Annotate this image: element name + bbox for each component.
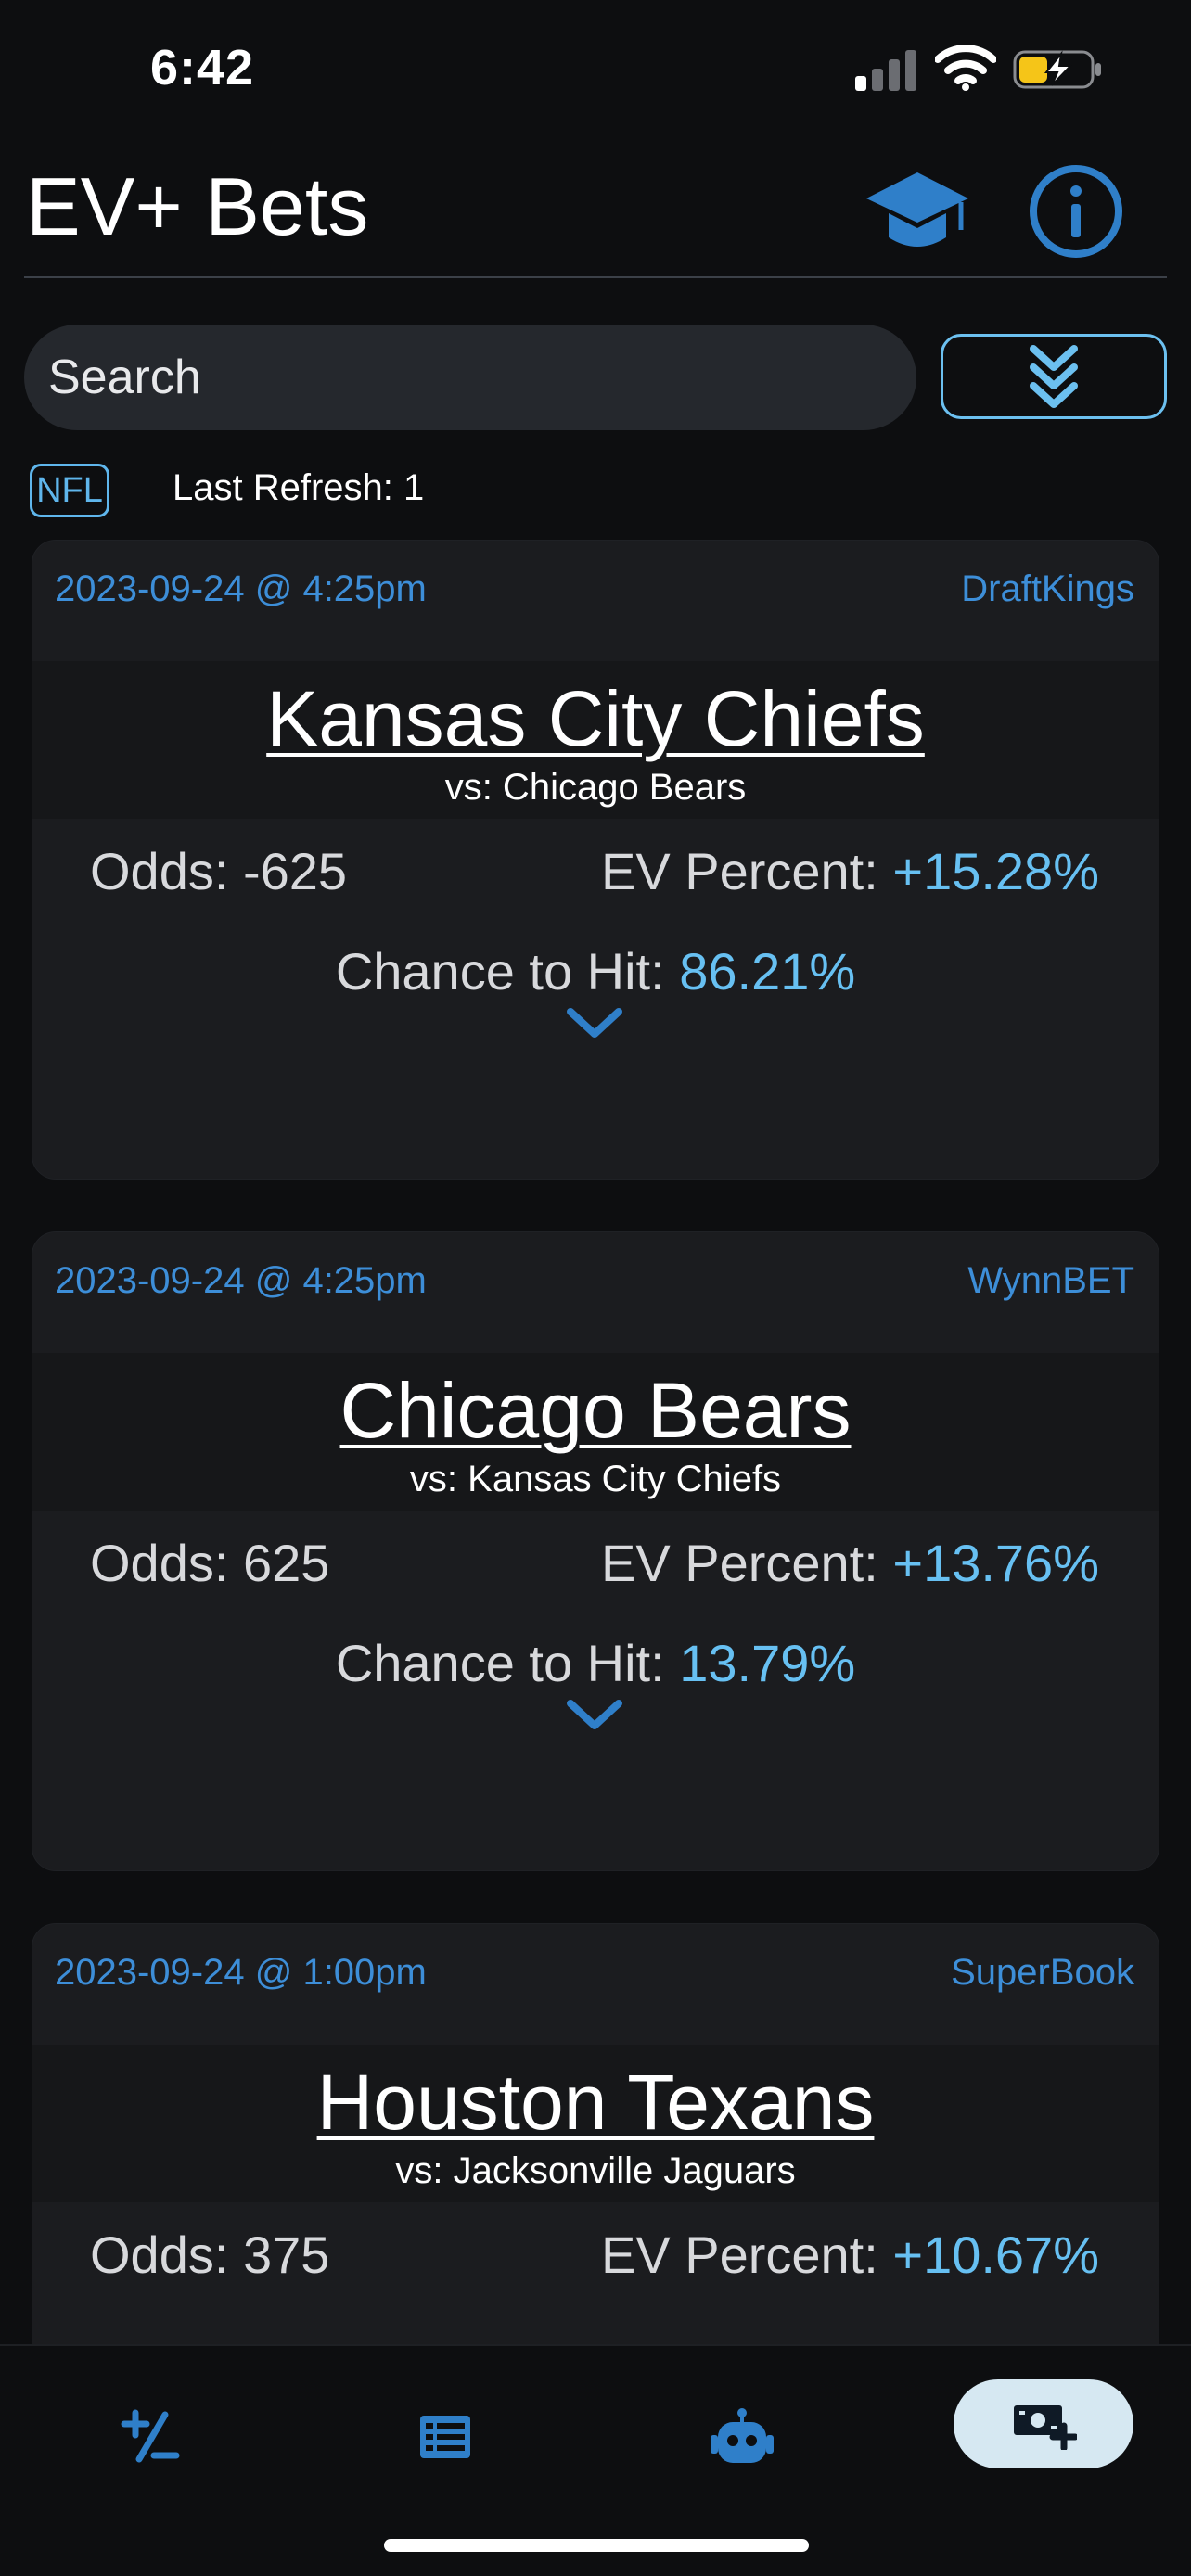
sportsbook-name: WynnBET <box>967 1260 1134 1301</box>
status-time: 6:42 <box>150 40 255 96</box>
ev-value: +13.76% <box>892 1534 1099 1592</box>
tab-robot[interactable] <box>701 2391 783 2483</box>
team-name-link[interactable]: Kansas City Chiefs <box>266 675 925 762</box>
home-indicator <box>384 2539 809 2552</box>
opponent-label: vs: Chicago Bears <box>444 767 747 808</box>
odds-value: Odds: -625 <box>90 842 348 900</box>
header-divider <box>24 276 1167 278</box>
opponent-label: vs: Kansas City Chiefs <box>409 1459 782 1499</box>
sportsbook-name: SuperBook <box>951 1952 1134 1993</box>
ev-value: +10.67% <box>892 2225 1099 2284</box>
chevron-triple-down-icon <box>1030 345 1078 408</box>
chance-to-hit: Chance to Hit: 13.79% <box>32 1633 1159 1693</box>
ev-percent: EV Percent: +15.28% <box>601 841 1099 901</box>
chance-label: Chance to Hit: <box>335 1634 680 1692</box>
plus-minus-icon <box>121 2409 180 2463</box>
expand-all-button[interactable] <box>941 334 1167 419</box>
page-title: EV+ Bets <box>26 160 369 252</box>
chance-to-hit: Chance to Hit: 86.21% <box>32 941 1159 1001</box>
chance-value: 13.79% <box>679 1634 856 1692</box>
last-refresh-label: Last Refresh: 1 <box>173 467 425 508</box>
tab-ev-calculator[interactable] <box>111 2391 189 2483</box>
graduation-cap-icon[interactable] <box>863 165 972 258</box>
cellular-signal-icon <box>855 46 920 91</box>
chevron-down-icon[interactable] <box>565 1004 624 1041</box>
sportsbook-name: DraftKings <box>961 568 1134 609</box>
bet-date: 2023-09-24 @ 4:25pm <box>55 1260 427 1301</box>
search-field[interactable] <box>24 325 916 430</box>
search-input[interactable] <box>24 325 916 430</box>
info-circle-icon[interactable] <box>1028 163 1124 260</box>
chance-label: Chance to Hit: <box>335 942 680 1001</box>
chance-value: 86.21% <box>679 942 856 1001</box>
team-name-link[interactable]: Houston Texans <box>316 2059 875 2146</box>
ev-label: EV Percent: <box>600 842 893 900</box>
money-plus-icon <box>1014 2405 1077 2450</box>
ev-percent: EV Percent: +13.76% <box>601 1533 1099 1593</box>
battery-charging-icon <box>1013 50 1101 89</box>
wifi-icon <box>935 45 996 91</box>
tab-ev-bets[interactable] <box>954 2379 1133 2468</box>
robot-icon <box>711 2408 774 2463</box>
team-name-link[interactable]: Chicago Bears <box>339 1367 852 1454</box>
ev-label: EV Percent: <box>600 2225 893 2284</box>
ev-percent: EV Percent: +10.67% <box>601 2225 1099 2285</box>
list-icon <box>420 2416 470 2458</box>
ev-value: +15.28% <box>892 842 1099 900</box>
odds-value: Odds: 625 <box>90 1534 330 1592</box>
opponent-label: vs: Jacksonville Jaguars <box>395 2150 796 2191</box>
odds-value: Odds: 375 <box>90 2225 330 2284</box>
league-filter-tag[interactable]: NFL <box>30 464 109 517</box>
bet-date: 2023-09-24 @ 4:25pm <box>55 568 427 609</box>
bet-card[interactable]: 2023-09-24 @ 4:25pm WynnBET Chicago Bear… <box>32 1231 1159 1871</box>
tab-bet-list[interactable] <box>404 2391 486 2483</box>
ev-label: EV Percent: <box>600 1534 893 1592</box>
bet-date: 2023-09-24 @ 1:00pm <box>55 1952 427 1993</box>
chevron-down-icon[interactable] <box>565 1696 624 1733</box>
bet-card[interactable]: 2023-09-24 @ 4:25pm DraftKings Kansas Ci… <box>32 540 1159 1180</box>
